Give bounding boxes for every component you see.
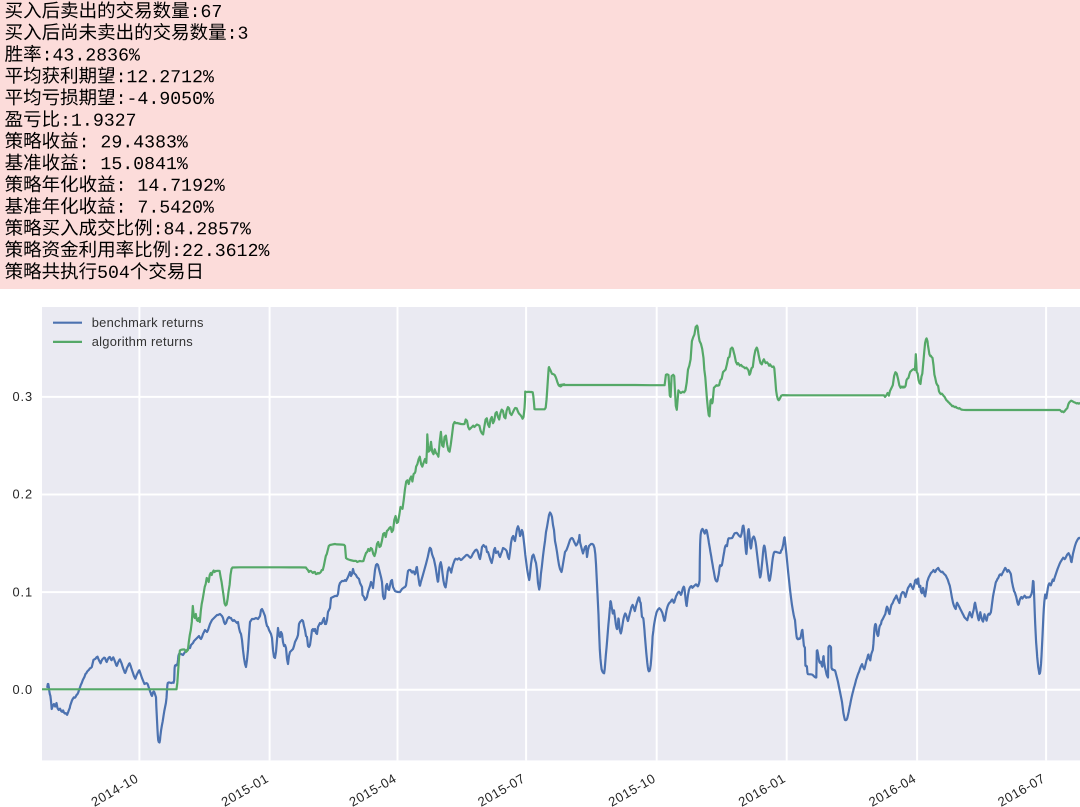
- svg-text:2014-10: 2014-10: [88, 771, 140, 807]
- svg-text:2015-04: 2015-04: [347, 771, 399, 807]
- svg-text:2016-07: 2016-07: [995, 771, 1047, 807]
- svg-text:0.3: 0.3: [13, 389, 34, 404]
- svg-text:benchmark returns: benchmark returns: [92, 315, 204, 330]
- svg-text:0.0: 0.0: [13, 682, 34, 697]
- svg-text:2015-07: 2015-07: [475, 771, 527, 807]
- svg-text:2016-01: 2016-01: [736, 771, 788, 807]
- svg-text:0.2: 0.2: [13, 487, 34, 502]
- svg-text:2015-10: 2015-10: [606, 771, 658, 807]
- svg-text:algorithm returns: algorithm returns: [92, 334, 193, 349]
- svg-text:2016-04: 2016-04: [866, 771, 918, 807]
- svg-text:0.1: 0.1: [13, 584, 34, 599]
- svg-text:2015-01: 2015-01: [219, 771, 271, 807]
